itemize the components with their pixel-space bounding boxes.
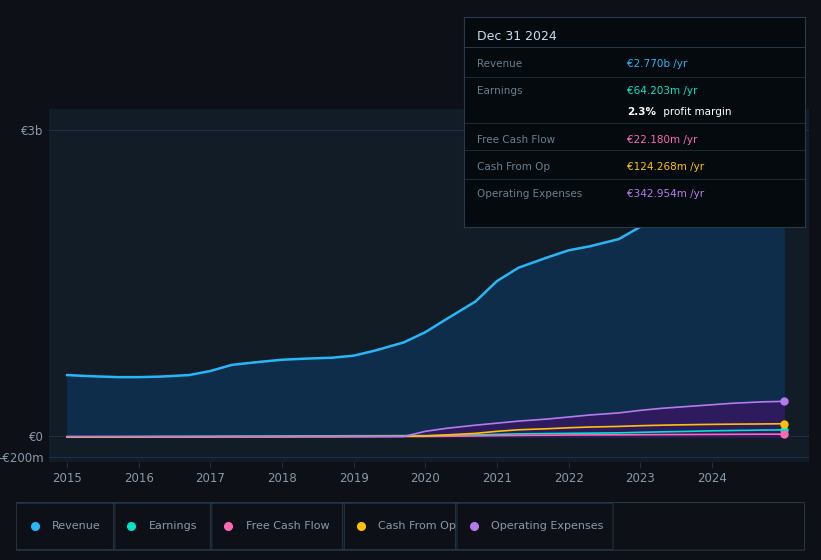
Text: Revenue: Revenue: [52, 521, 101, 531]
Text: Cash From Op: Cash From Op: [478, 162, 551, 172]
Text: Dec 31 2024: Dec 31 2024: [478, 30, 557, 44]
Text: 2.3%: 2.3%: [627, 108, 657, 118]
Text: €124.268m /yr: €124.268m /yr: [627, 162, 704, 172]
Text: €22.180m /yr: €22.180m /yr: [627, 134, 698, 144]
Text: €2.770b /yr: €2.770b /yr: [627, 59, 688, 69]
Text: Operating Expenses: Operating Expenses: [491, 521, 603, 531]
Text: Earnings: Earnings: [478, 86, 523, 96]
Text: Cash From Op: Cash From Op: [378, 521, 456, 531]
Text: profit margin: profit margin: [660, 108, 732, 118]
Text: Free Cash Flow: Free Cash Flow: [478, 134, 556, 144]
Text: Revenue: Revenue: [478, 59, 523, 69]
Text: €342.954m /yr: €342.954m /yr: [627, 189, 704, 199]
Text: Earnings: Earnings: [149, 521, 197, 531]
Text: Free Cash Flow: Free Cash Flow: [245, 521, 329, 531]
Text: €64.203m /yr: €64.203m /yr: [627, 86, 698, 96]
Text: Operating Expenses: Operating Expenses: [478, 189, 583, 199]
